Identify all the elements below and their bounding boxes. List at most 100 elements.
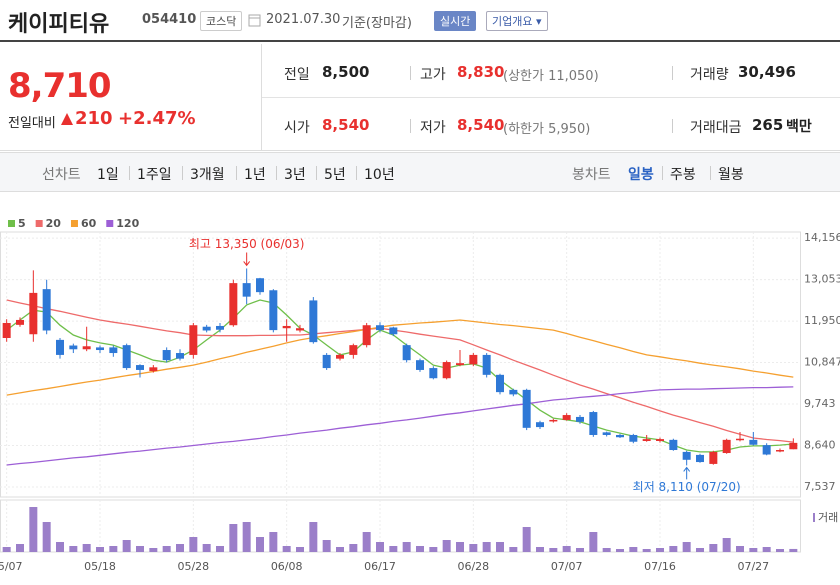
x-tick-label: 07/16 [644,560,676,573]
stat-label: 거래대금 [690,120,742,136]
y-tick-label: 10,847 [804,356,840,369]
legend-label: 5 [18,217,26,230]
volume-bar [82,544,91,552]
volume-bar [589,532,598,552]
volume-bar [576,548,584,552]
line-tab[interactable]: 3개월 [190,167,225,183]
volume-bar [696,548,704,552]
volume-bar [469,544,478,552]
stat-label: 저가 [420,120,446,136]
volume-bar [496,542,504,552]
ma-line [6,299,794,443]
line-tab[interactable]: 10년 [364,167,395,183]
x-tick-label: 06/28 [457,560,489,573]
legend-swatch [35,220,43,227]
candle-body [522,389,531,428]
volume-bar [2,547,11,552]
volume-bar [549,548,558,552]
candle-body [296,328,304,331]
line-tab[interactable]: 1년 [244,167,266,183]
volume-bar [282,546,291,552]
volume-bar [149,548,158,552]
candle-body [416,360,424,370]
candle-body [96,347,104,351]
volume-bar [322,540,331,552]
candle-body [722,439,731,454]
candle-body [162,350,171,361]
candle-tab[interactable]: 일봉 [628,167,654,183]
x-tick-label: 05/18 [84,560,116,573]
stat-label: 시가 [284,120,310,136]
legend-swatch [70,220,78,227]
line-tab[interactable]: 3년 [284,167,306,183]
volume-bar [736,546,744,552]
candle-tab[interactable]: 월봉 [718,167,744,183]
candle-body [376,325,384,331]
volume-bar [256,537,264,552]
volume-bar [456,542,464,552]
candle-body [762,445,771,455]
candle-body [602,432,611,435]
tab-separator [662,166,663,180]
volume-panel [0,499,801,553]
candle-body [749,439,758,445]
tab-separator [316,166,317,180]
stat-value: 265 [752,116,784,134]
volume-bar [122,540,131,552]
company-button[interactable]: 기업개요 ▾ [486,11,548,31]
row-divider [262,97,840,98]
x-tick-label: 07/27 [737,560,769,573]
volume-bar [709,544,718,552]
legend-label: 60 [81,217,97,230]
line-tab[interactable]: 5년 [324,167,346,183]
price-box: 8,710 전일대비 210 +2.47% [0,44,262,150]
company-button-text: 기업개요 [492,15,533,28]
y-tick-label: 11,950 [804,314,840,327]
candle-body [389,327,398,335]
volume-bar [669,546,678,552]
candle-body [29,292,38,335]
candle-body [549,419,558,422]
volume-bar [602,548,611,552]
volume-bar [416,546,424,552]
candle-body [696,454,704,463]
y-tick-label: 13,053 [804,273,840,286]
y-tick-label: 14,156 [804,231,840,244]
market-badge: 코스닥 [200,11,243,31]
line-tab[interactable]: 1일 [97,167,119,183]
volume-bar [242,522,251,552]
volume-bar [789,548,798,552]
volume-bar [402,542,411,552]
realtime-button[interactable]: 실시간 [434,11,477,31]
tab-separator [129,166,130,180]
stat-note: (하한가 5,950) [503,122,591,137]
volume-bar [629,547,638,552]
candle-body [402,345,411,361]
volume-bar [309,522,318,552]
stat-label: 거래량 [690,67,729,83]
volume-bar [562,546,571,552]
calendar-icon [248,14,261,27]
tab-group-label: 봉차트 [572,167,611,183]
volume-bar [16,544,24,552]
volume-bar [229,524,238,552]
candle-body [269,290,278,331]
candle-body [109,347,118,354]
candle-body [309,300,318,343]
volume-bar [642,549,651,552]
volume-bar [269,532,278,552]
candle-body [256,278,264,293]
high-arrow [243,252,251,267]
candle-body [189,325,198,355]
change: 210 [75,108,113,129]
volume-bar [29,507,38,552]
candle-body [442,362,451,379]
volume-bar [482,542,491,552]
candle-tab[interactable]: 주봉 [670,167,696,183]
line-tab[interactable]: 1주일 [137,167,172,183]
volume-bar [762,547,771,552]
stat-label: 고가 [420,67,446,83]
basis: 기준(장마감) [342,16,412,31]
candle-body [736,438,744,441]
